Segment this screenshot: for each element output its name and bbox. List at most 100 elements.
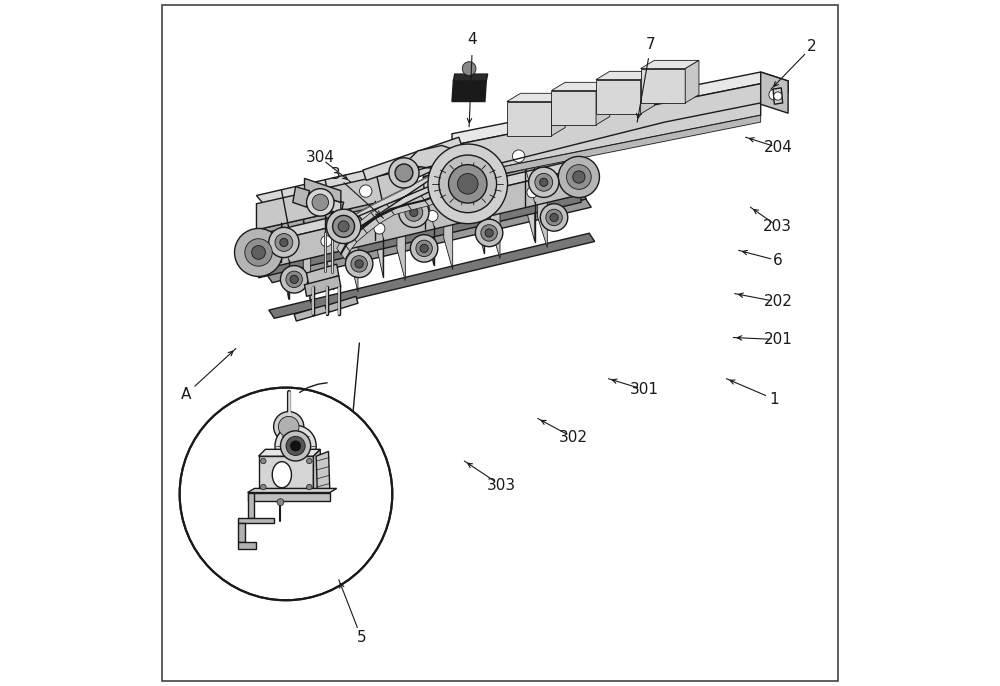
Circle shape [427,211,438,222]
Polygon shape [248,488,337,493]
Circle shape [277,499,284,506]
Polygon shape [259,191,586,274]
Polygon shape [641,60,699,69]
Polygon shape [507,93,565,102]
Circle shape [274,412,304,442]
Polygon shape [551,91,596,125]
Circle shape [774,92,782,100]
Polygon shape [452,84,761,177]
Polygon shape [537,164,547,248]
Polygon shape [551,82,610,91]
Circle shape [345,224,353,232]
Polygon shape [259,456,313,493]
Polygon shape [248,493,254,518]
Circle shape [280,431,311,461]
Polygon shape [773,88,783,104]
Polygon shape [256,156,581,238]
Circle shape [449,165,487,203]
Circle shape [470,189,488,206]
Circle shape [475,193,483,202]
Circle shape [290,275,298,283]
Text: 3: 3 [330,167,340,182]
Ellipse shape [272,462,291,488]
Polygon shape [304,276,341,296]
Polygon shape [303,217,311,303]
Text: 302: 302 [559,430,588,445]
Polygon shape [425,189,434,265]
Circle shape [395,164,413,182]
Circle shape [261,458,266,464]
Circle shape [540,204,568,231]
Circle shape [180,388,392,600]
Circle shape [355,260,363,268]
Polygon shape [342,231,357,251]
Circle shape [360,185,372,198]
Circle shape [457,174,478,194]
Polygon shape [350,207,358,292]
Polygon shape [269,233,595,318]
Polygon shape [641,71,654,114]
Circle shape [278,416,299,437]
Circle shape [410,235,438,262]
Circle shape [558,156,599,198]
Circle shape [340,219,358,237]
Circle shape [546,209,562,226]
Polygon shape [404,145,468,184]
Text: 4: 4 [468,32,477,47]
Circle shape [326,209,361,244]
Polygon shape [238,523,245,542]
Circle shape [290,440,301,451]
Text: 7: 7 [646,37,656,52]
Circle shape [261,484,266,490]
Polygon shape [263,159,586,241]
Circle shape [269,227,299,257]
Polygon shape [359,213,379,233]
Text: 5: 5 [357,630,366,646]
Circle shape [345,250,373,278]
Polygon shape [761,72,788,113]
Text: 202: 202 [763,294,792,309]
Circle shape [769,89,780,100]
Polygon shape [327,296,358,312]
Circle shape [307,458,312,464]
Polygon shape [342,154,468,239]
Circle shape [481,225,497,241]
Polygon shape [507,102,551,136]
Circle shape [245,239,272,266]
Circle shape [307,484,312,490]
Polygon shape [685,60,699,103]
Text: 6: 6 [773,253,783,268]
Polygon shape [304,191,341,214]
Circle shape [374,223,385,234]
Polygon shape [325,213,333,289]
Polygon shape [363,137,462,180]
Polygon shape [551,93,565,136]
Polygon shape [371,204,394,224]
Text: 2: 2 [807,39,817,54]
Polygon shape [259,191,581,278]
Circle shape [338,221,349,232]
Polygon shape [596,71,654,80]
Polygon shape [238,542,256,549]
Circle shape [535,174,553,191]
Circle shape [280,265,308,293]
Polygon shape [263,122,575,206]
Polygon shape [304,178,341,202]
Circle shape [275,425,316,466]
Circle shape [235,228,283,276]
Polygon shape [397,196,405,281]
Circle shape [464,182,494,213]
Circle shape [567,165,591,189]
Polygon shape [256,132,575,230]
Polygon shape [441,180,466,198]
Circle shape [512,150,525,163]
Circle shape [275,233,293,251]
Polygon shape [267,199,591,283]
Polygon shape [475,178,484,253]
Text: 1: 1 [770,392,779,407]
Circle shape [527,187,538,198]
Polygon shape [375,201,383,277]
Circle shape [334,213,364,243]
Circle shape [410,209,418,217]
Polygon shape [596,80,641,114]
